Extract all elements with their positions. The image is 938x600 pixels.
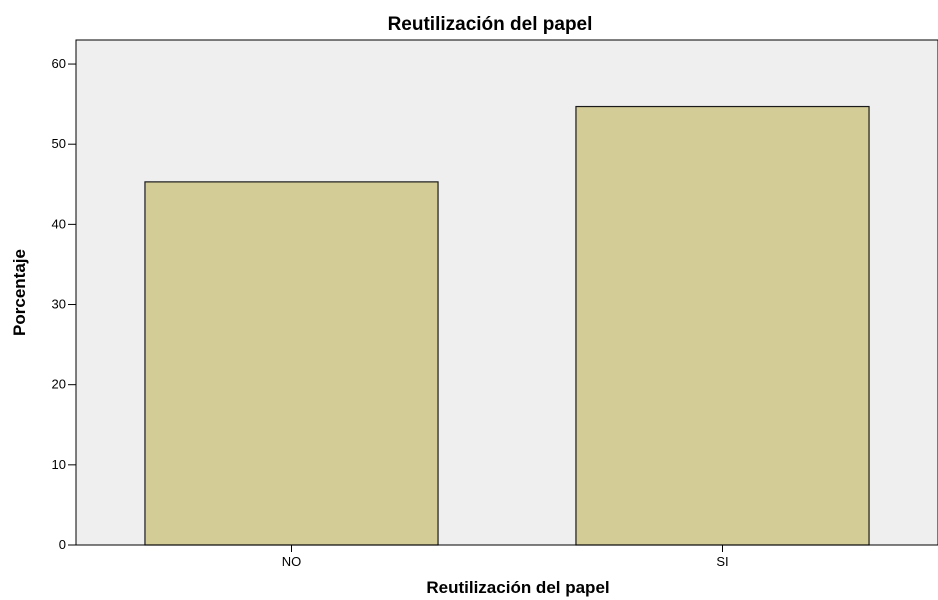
chart-title: Reutilización del papel (388, 14, 593, 35)
x-axis: NO SI (76, 544, 938, 569)
y-tick-label: 0 (59, 537, 66, 552)
x-tick-label: SI (716, 554, 728, 569)
y-axis: 0 10 20 30 40 50 60 (52, 40, 77, 552)
x-tick-label: NO (282, 554, 302, 569)
y-tick-label: 20 (52, 377, 66, 392)
y-tick-label: 30 (52, 297, 66, 312)
x-axis-label: Reutilización del papel (426, 578, 609, 597)
y-tick-label: 50 (52, 136, 66, 151)
y-axis-label: Porcentaje (10, 249, 29, 336)
bar-si (575, 105, 870, 546)
y-tick-label: 40 (52, 216, 66, 231)
y-tick-label: 10 (52, 457, 66, 472)
bar-no (144, 181, 439, 546)
y-tick-label: 60 (52, 56, 66, 71)
